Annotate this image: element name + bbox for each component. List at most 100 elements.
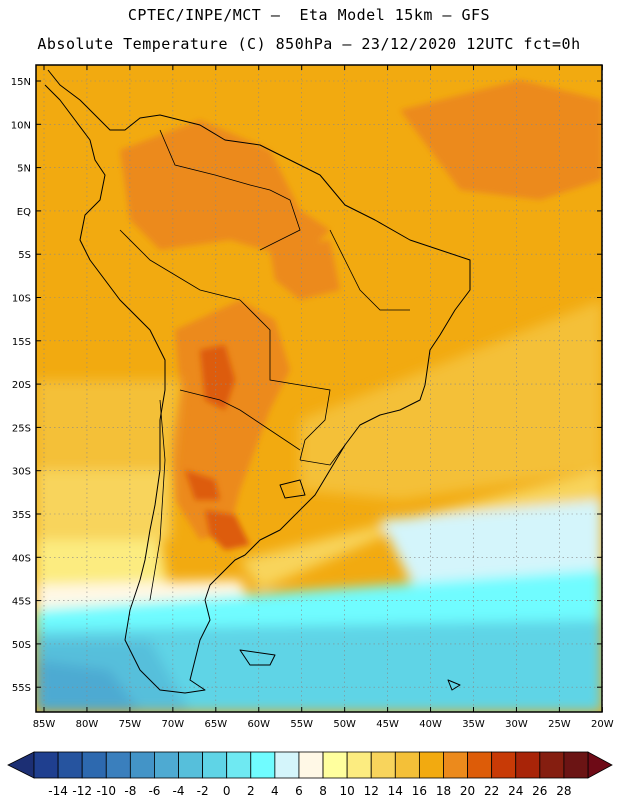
- field-22-24-c: [205, 510, 250, 550]
- colorbar-label: 28: [556, 784, 571, 798]
- colorbar-swatch: [467, 751, 493, 779]
- colorbar-label: -8: [124, 784, 136, 798]
- colorbar-swatch: [370, 751, 396, 779]
- lon-tick-label: 25W: [548, 719, 571, 730]
- lon-tick-label: 75W: [119, 719, 142, 730]
- lat-tick-label: 30S: [12, 467, 31, 478]
- colorbar-label: 24: [508, 784, 523, 798]
- lat-tick-label: 25S: [12, 423, 31, 434]
- latitude-axis: 15N 10N 5N EQ 5S 10S 15S 20S 25S 30S 35S 40S 45S 50S 5…: [11, 77, 602, 694]
- field-14-16-pacific: [36, 470, 170, 540]
- colorbar-label: 16: [412, 784, 427, 798]
- colorbar-label: 18: [436, 784, 451, 798]
- colorbar-swatch: [154, 751, 179, 779]
- lat-tick-label: 35S: [12, 510, 31, 521]
- colorbar-label: 12: [364, 784, 379, 798]
- lat-tick-label: EQ: [17, 207, 31, 218]
- colorbar-low-arrow: [7, 751, 35, 779]
- colorbar-swatch: [81, 751, 107, 779]
- border-north: [159, 129, 301, 251]
- south-america-coast: [44, 69, 471, 694]
- colorbar-high-arrow: [587, 751, 613, 779]
- lon-tick-label: 60W: [247, 719, 270, 730]
- lat-tick-label: 10S: [12, 294, 31, 305]
- falkland-islands: [239, 649, 276, 666]
- lon-tick-label: 50W: [333, 719, 356, 730]
- colorbar-label: 20: [460, 784, 475, 798]
- field-22-24-b: [185, 470, 220, 500]
- lon-tick-label: 40W: [419, 719, 442, 730]
- chart-title-line1: CPTEC/INPE/MCT – Eta Model 15km – GFS: [127, 6, 491, 24]
- field-minus4-minus2: [36, 660, 140, 712]
- color-legend: -14 -12 -10 -8 -6 -4 -2 0 2 4 6 8 10 12 14 16 18 20 22 24 26…: [7, 751, 613, 798]
- lagoon: [279, 479, 306, 499]
- lat-tick-label: 15S: [12, 337, 31, 348]
- colorbar-label: 26: [532, 784, 547, 798]
- lon-tick-label: 30W: [505, 719, 528, 730]
- border-peru-brazil: [119, 229, 241, 301]
- colorbar-swatch: [443, 751, 468, 779]
- colorbar-swatch: [202, 751, 228, 779]
- lon-tick-label: 45W: [376, 719, 399, 730]
- lat-tick-label: 10N: [11, 120, 31, 131]
- colorbar-swatch: [515, 751, 541, 779]
- lat-tick-label: 50S: [12, 640, 31, 651]
- colorbar-label: 22: [484, 784, 499, 798]
- colorbar-swatch: [250, 751, 276, 779]
- border-chile-argentina: [149, 399, 166, 601]
- colorbar-label: -12: [72, 784, 92, 798]
- field-16-18-atlantic: [300, 300, 602, 500]
- colorbar-label: -2: [197, 784, 209, 798]
- border-uruguay: [299, 444, 346, 466]
- colorbar-label: 6: [295, 784, 303, 798]
- colorbar-swatch: [418, 751, 444, 779]
- colorbar-label: -10: [96, 784, 116, 798]
- lon-tick-label: 70W: [162, 719, 185, 730]
- colorbar-swatch: [178, 751, 204, 779]
- colorbar-swatch: [226, 751, 252, 779]
- south-georgia: [447, 679, 461, 691]
- colorbar-label: -6: [148, 784, 160, 798]
- colorbar-swatch: [33, 751, 59, 779]
- lon-tick-label: 65W: [204, 719, 227, 730]
- lat-tick-label: 15N: [11, 77, 31, 88]
- lat-tick-label: 40S: [12, 553, 31, 564]
- lon-tick-label: 35W: [462, 719, 485, 730]
- colorbar-swatch: [346, 751, 372, 779]
- colorbar-swatch: [57, 751, 83, 779]
- border-argentina-north: [179, 389, 301, 451]
- colorbar-swatch: [274, 751, 300, 779]
- colorbar-swatch: [129, 751, 155, 779]
- longitude-axis: 85W 80W 75W 70W 65W 60W 55W 50W 45W 40W 35W 30W 25W 2…: [33, 65, 614, 730]
- colorbar-swatch: [563, 751, 589, 779]
- chart-title-line2: Absolute Temperature (C) 850hPa – 23/12/…: [37, 35, 581, 53]
- colorbar-swatch: [539, 751, 565, 779]
- lon-tick-label: 80W: [76, 719, 99, 730]
- colorbar-label: -4: [173, 784, 185, 798]
- colorbar-swatch: [491, 751, 517, 779]
- colorbar-label: 14: [388, 784, 403, 798]
- country-borders: [119, 129, 410, 601]
- lat-tick-label: 20S: [12, 380, 31, 391]
- border-brazil-states: [329, 229, 410, 311]
- colorbar-swatch: [394, 751, 420, 779]
- colorbar-swatch: [322, 751, 348, 779]
- colorbar-label: 2: [247, 784, 255, 798]
- colorbar-swatch: [105, 751, 131, 779]
- lon-tick-label: 20W: [591, 719, 614, 730]
- field-0-2: [36, 620, 602, 712]
- colorbar-label: 4: [271, 784, 279, 798]
- colorbar-label: 8: [319, 784, 327, 798]
- lat-tick-label: 5N: [17, 164, 31, 175]
- colorbar-label: -14: [48, 784, 68, 798]
- lon-tick-label: 55W: [290, 719, 313, 730]
- field-16-18-pacific: [36, 380, 180, 470]
- colorbar-swatch: [298, 751, 324, 779]
- field-20-22-north: [120, 120, 330, 260]
- lon-tick-label: 85W: [33, 719, 56, 730]
- field-20-22-amazon: [270, 240, 340, 300]
- lat-tick-label: 5S: [18, 250, 31, 261]
- map-frame: [35, 64, 603, 713]
- field-14-16-south: [240, 470, 602, 590]
